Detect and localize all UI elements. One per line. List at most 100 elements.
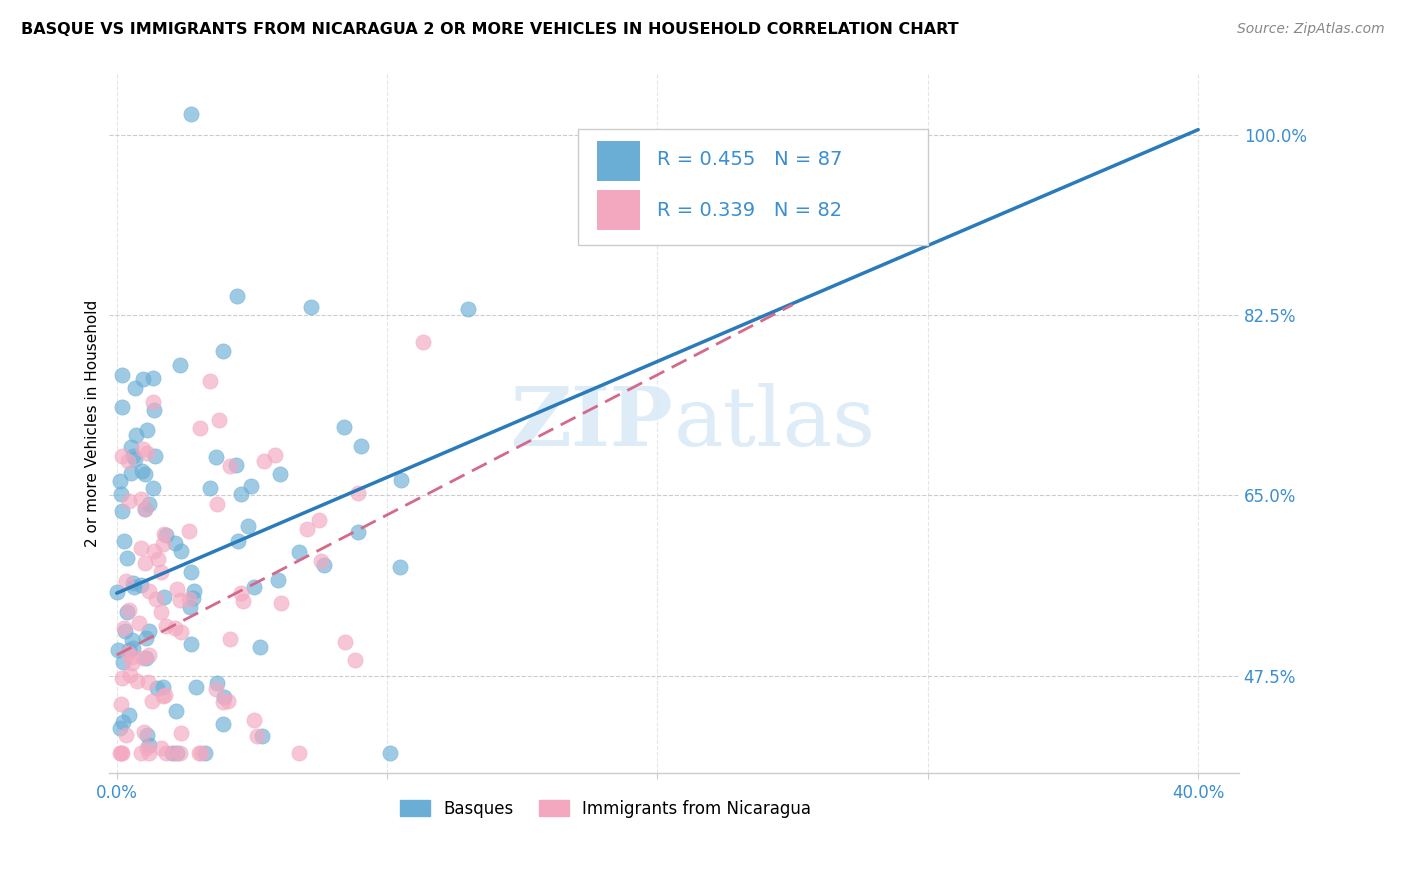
Point [239,479,262,493]
Point [180,107,202,121]
Point [153,688,176,702]
Point [108,721,131,735]
Point [200,481,222,495]
Point [207,413,229,427]
Point [136,423,159,437]
Point [225,458,247,472]
Point [243,714,266,728]
Point [111,504,134,518]
Point [118,603,141,617]
Point [124,452,146,467]
Point [124,381,146,395]
Point [141,371,163,385]
Point [122,449,145,463]
Point [115,605,138,619]
Point [180,566,202,580]
Point [112,655,135,669]
Point [128,616,150,631]
Point [131,650,153,665]
Text: Source: ZipAtlas.com: Source: ZipAtlas.com [1237,22,1385,37]
Point [232,594,254,608]
Point [217,693,239,707]
Point [153,527,176,541]
Point [169,358,191,372]
Point [112,621,135,635]
Point [166,582,188,596]
Point [117,550,139,565]
Point [188,746,211,760]
Point [295,523,318,537]
Point [180,637,202,651]
Point [250,729,273,743]
Point [129,578,152,592]
Point [145,592,167,607]
Point [288,545,311,559]
Point [205,450,228,464]
Point [111,715,134,730]
Text: R = 0.455   N = 87: R = 0.455 N = 87 [657,150,842,169]
Point [122,641,145,656]
Point [312,558,335,573]
Point [344,653,367,667]
Point [211,344,233,359]
Point [121,632,143,647]
Point [134,501,156,516]
Point [138,584,160,599]
Point [152,537,174,551]
Point [170,725,193,739]
Point [129,746,152,760]
Point [111,400,134,414]
Point [152,590,174,604]
Point [121,650,143,665]
Point [138,648,160,663]
Point [169,746,191,760]
Point [131,541,153,555]
Point [378,746,401,760]
Point [110,697,132,711]
Point [249,640,271,655]
Point [188,421,211,435]
Point [132,725,155,739]
Point [129,492,152,507]
Text: atlas: atlas [673,384,876,463]
Point [184,680,207,694]
Point [134,467,156,481]
Point [111,671,134,685]
Point [170,544,193,558]
Point [225,288,247,302]
Point [136,728,159,742]
Point [226,533,249,548]
Point [253,453,276,467]
Point [132,442,155,456]
Point [152,689,174,703]
Point [152,681,174,695]
Point [141,694,163,708]
Point [389,473,412,487]
Point [181,591,204,605]
Point [115,728,138,742]
Point [120,668,142,682]
Point [142,544,165,558]
Point [143,450,166,464]
Point [117,646,139,660]
Bar [598,141,640,181]
Point [231,487,253,501]
Point [138,746,160,760]
Point [107,643,129,657]
Point [309,554,332,568]
Point [194,746,217,760]
Point [412,334,434,349]
Point [110,368,132,383]
Point [155,746,177,760]
FancyBboxPatch shape [578,129,928,244]
Point [138,739,160,753]
Point [640,142,662,156]
Point [142,395,165,409]
Point [134,502,156,516]
Point [124,580,146,594]
Point [105,584,128,599]
Point [350,439,373,453]
Point [155,619,177,633]
Point [177,592,200,607]
Point [177,524,200,538]
